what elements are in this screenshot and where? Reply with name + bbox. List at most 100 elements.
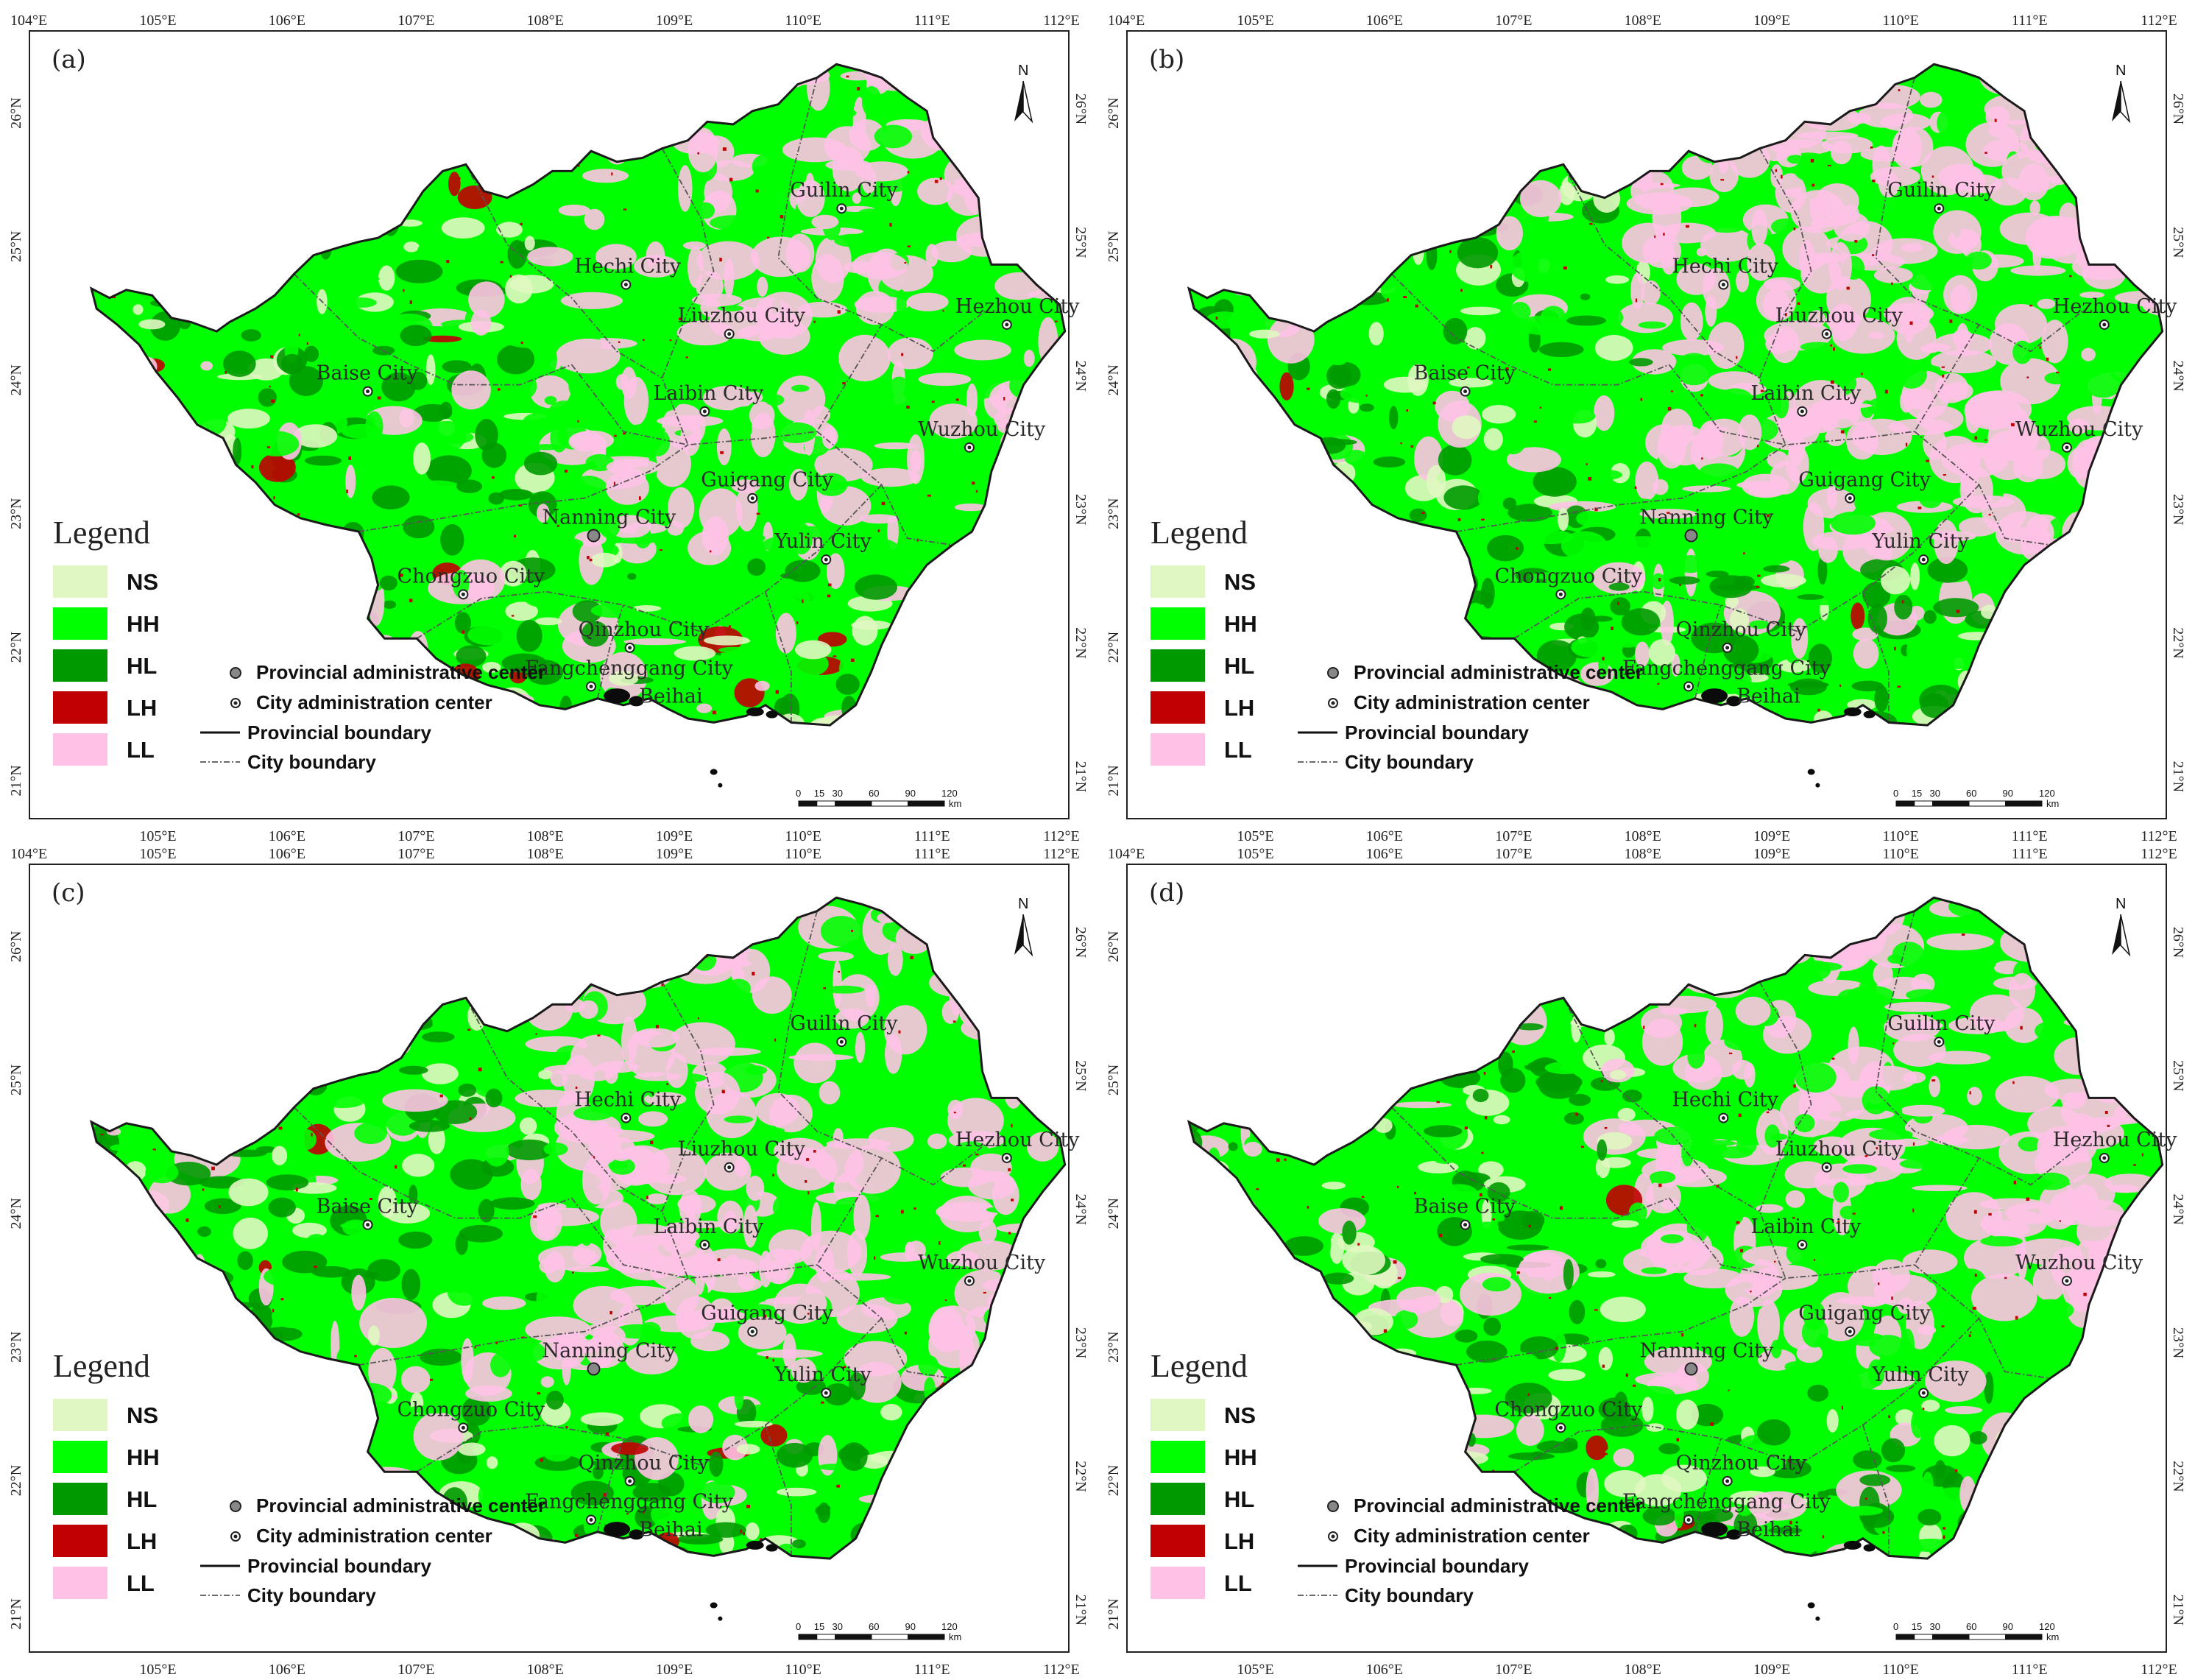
city-label: Beihai — [639, 685, 703, 708]
latitude-tick-label: 22°N — [2170, 1461, 2186, 1492]
longitude-tick-label: 107°E — [1495, 13, 1532, 29]
island — [1815, 783, 1820, 788]
longitude-tick-label: 104°E — [10, 13, 47, 29]
city-boundary-line — [1694, 604, 1722, 699]
scale-bar-segment — [798, 1634, 818, 1640]
island — [718, 783, 723, 788]
symbol-legend-label: City boundary — [1345, 1584, 1474, 1606]
longitude-tick-label: 106°E — [269, 828, 305, 844]
scale-tick-label: 30 — [1930, 1621, 1940, 1632]
symbol-legend-label: City boundary — [1345, 751, 1474, 773]
panel-label: (a) — [52, 45, 86, 74]
legend-swatch-ll — [53, 1567, 107, 1599]
longitude-tick-label: 112°E — [2141, 13, 2177, 29]
provincial-center-marker — [1684, 529, 1698, 543]
latitude-tick-label: 24°N — [1106, 1198, 1122, 1229]
legend-swatch-lh — [1150, 691, 1205, 724]
latitude-tick-label: 21°N — [1072, 761, 1089, 792]
latitude-tick-label: 21°N — [1106, 765, 1122, 796]
island — [604, 688, 631, 704]
legend-swatch-lh — [1150, 1525, 1205, 1557]
city-label: Fangchenggang City — [1622, 657, 1831, 680]
city-label: Fangchenggang City — [525, 1490, 734, 1513]
city-boundary-line — [764, 591, 792, 723]
longitude-tick-label: 112°E — [1043, 828, 1079, 844]
scale-tick-label: 0 — [796, 1621, 801, 1632]
longitude-tick-label: 112°E — [2141, 846, 2177, 862]
legend-label-lh: LH — [1224, 1528, 1254, 1554]
north-arrow-icon — [1014, 81, 1023, 121]
latitude-tick-label: 21°N — [1072, 1595, 1089, 1626]
longitude-tick-label: 112°E — [1043, 13, 1079, 29]
scale-bar-segment — [908, 800, 945, 807]
scale-unit-label: km — [2046, 798, 2059, 809]
north-label: N — [1018, 63, 1028, 79]
latitude-tick-label: 24°N — [1072, 361, 1089, 392]
longitude-tick-label: 106°E — [1366, 846, 1403, 862]
longitude-tick-label: 110°E — [1882, 828, 1918, 844]
latitude-tick-label: 26°N — [1106, 97, 1122, 128]
north-arrow-icon — [2112, 914, 2121, 955]
city-label: Qinzhou City — [1676, 1452, 1807, 1475]
city-label: Hezhou City — [955, 1129, 1081, 1151]
city-label: Yulin City — [1871, 1363, 1969, 1386]
city-label: Nanning City — [542, 507, 677, 529]
latitude-tick-label: 22°N — [1106, 632, 1122, 663]
symbol-legend-label: City administration center — [256, 691, 492, 713]
city-boundary-line — [1694, 1438, 1722, 1533]
longitude-tick-label: 105°E — [1237, 846, 1273, 862]
panel-label: (d) — [1149, 878, 1184, 908]
latitude-tick-label: 23°N — [1072, 494, 1089, 525]
city-boundary-line — [293, 1107, 573, 1219]
scale-tick-label: 30 — [833, 1621, 843, 1632]
city-boundary-line — [465, 163, 662, 379]
symbol-legend-label: Provincial boundary — [1345, 1555, 1529, 1577]
latitude-tick-label: 21°N — [8, 765, 24, 796]
scale-unit-label: km — [949, 798, 961, 809]
latitude-tick-label: 22°N — [8, 632, 24, 663]
longitude-tick-label: 111°E — [914, 828, 950, 844]
map-panel-a: Guilin City Hechi City Liuzhou City Hezhou … — [8, 13, 1089, 844]
legend-swatch-hh — [53, 607, 107, 640]
longitude-tick-label: 107°E — [1495, 1662, 1532, 1678]
longitude-tick-label: 112°E — [2141, 1662, 2177, 1678]
city-label: Qinzhou City — [579, 1452, 710, 1475]
city-label: Guilin City — [1887, 179, 1996, 202]
legend-swatch-ll — [1150, 1567, 1205, 1599]
longitude-tick-label: 105°E — [1237, 1662, 1273, 1678]
latitude-tick-label: 26°N — [2170, 927, 2186, 958]
city-label: Baise City — [1414, 1196, 1516, 1218]
city-label: Beihai — [1736, 685, 1800, 708]
city-label: Laibin City — [1750, 382, 1862, 405]
north-arrow-icon — [1014, 914, 1023, 955]
longitude-tick-label: 109°E — [1753, 846, 1790, 862]
island — [1863, 1544, 1876, 1552]
scale-tick-label: 90 — [905, 788, 916, 799]
scale-bar-segment — [1932, 800, 1970, 807]
city-label: Baise City — [317, 362, 419, 385]
latitude-tick-label: 26°N — [2170, 93, 2186, 124]
scale-bar-segment — [1968, 800, 2006, 807]
legend-swatch-hl — [1150, 649, 1205, 682]
legend-title: Legend — [1150, 1348, 1248, 1384]
map-panel-d: Guilin City Hechi City Liuzhou City Hezhou … — [1106, 846, 2186, 1678]
legend-label-ll: LL — [1224, 737, 1252, 763]
latitude-tick-label: 21°N — [8, 1598, 24, 1629]
city-boundary-line — [1668, 1157, 1980, 1280]
city-boundary-line — [1456, 444, 1786, 532]
scale-tick-label: 60 — [869, 1621, 879, 1632]
legend-swatch-hh — [53, 1441, 107, 1473]
city-boundary-line — [1862, 591, 1890, 723]
legend-swatch-hl — [53, 649, 107, 682]
longitude-tick-label: 110°E — [785, 846, 821, 862]
north-arrow-icon — [2120, 914, 2131, 957]
legend-label-ns: NS — [1224, 569, 1256, 595]
city-label: Laibin City — [653, 1215, 764, 1238]
scale-tick-label: 30 — [833, 788, 843, 799]
latitude-tick-label: 26°N — [8, 931, 24, 961]
longitude-tick-label: 112°E — [1043, 846, 1079, 862]
city-label: Hezhou City — [2053, 1129, 2178, 1151]
city-boundary-line — [1563, 163, 1760, 379]
legend-swatch-ns — [53, 565, 107, 598]
city-boundary-line — [1513, 1317, 1980, 1472]
